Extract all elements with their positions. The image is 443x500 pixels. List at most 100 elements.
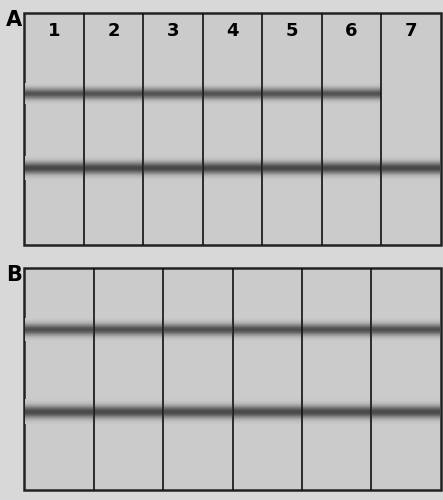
Bar xyxy=(144,89,202,90)
Bar xyxy=(263,93,321,94)
Bar xyxy=(25,174,83,175)
Bar xyxy=(84,103,143,104)
Bar xyxy=(372,422,440,423)
Bar xyxy=(203,96,262,97)
Bar xyxy=(372,404,440,405)
Bar xyxy=(263,98,321,100)
Bar xyxy=(303,327,371,328)
Bar xyxy=(25,159,83,160)
Bar xyxy=(25,334,93,335)
Bar xyxy=(94,423,163,424)
Bar xyxy=(25,338,93,340)
Bar xyxy=(372,400,440,401)
Bar xyxy=(233,329,302,330)
Bar xyxy=(233,327,302,328)
Bar xyxy=(25,90,83,92)
Bar xyxy=(25,331,93,332)
Bar xyxy=(372,338,440,340)
Bar xyxy=(25,405,93,406)
Bar xyxy=(144,163,202,164)
Bar xyxy=(144,158,202,159)
Bar xyxy=(322,160,381,161)
Bar xyxy=(84,93,143,94)
Bar xyxy=(163,322,232,323)
Bar xyxy=(94,332,163,333)
Bar xyxy=(163,408,232,409)
Bar xyxy=(144,91,202,92)
Bar xyxy=(25,157,83,158)
Bar xyxy=(322,83,381,84)
Bar xyxy=(25,177,83,178)
Bar xyxy=(25,335,93,336)
Bar xyxy=(233,411,302,412)
Bar xyxy=(203,98,262,99)
Bar xyxy=(263,101,321,102)
Bar xyxy=(25,330,93,331)
Bar xyxy=(25,337,93,338)
Bar xyxy=(84,94,143,95)
Bar xyxy=(25,102,83,103)
Bar xyxy=(322,101,381,102)
Bar xyxy=(233,421,302,422)
Bar xyxy=(25,328,93,329)
Bar xyxy=(163,423,232,424)
Bar xyxy=(303,414,371,415)
Bar xyxy=(25,320,93,321)
Bar xyxy=(322,165,381,166)
Bar xyxy=(144,102,202,103)
Bar xyxy=(372,405,440,406)
Bar xyxy=(372,320,440,321)
Bar xyxy=(25,331,93,332)
Bar xyxy=(303,410,371,411)
Bar xyxy=(163,413,232,414)
Bar xyxy=(233,409,302,410)
Bar xyxy=(144,97,202,98)
Bar xyxy=(84,96,143,97)
Bar xyxy=(94,320,163,321)
Bar xyxy=(84,101,143,102)
Bar xyxy=(203,162,262,163)
Bar xyxy=(25,166,83,167)
Bar xyxy=(263,87,321,88)
Bar xyxy=(25,168,83,169)
Bar xyxy=(25,336,93,337)
Bar xyxy=(322,89,381,90)
Bar xyxy=(25,404,93,405)
Bar xyxy=(203,164,262,166)
Bar xyxy=(94,328,163,329)
Bar xyxy=(25,156,83,157)
Bar xyxy=(25,420,93,422)
Bar xyxy=(263,91,321,92)
Bar xyxy=(94,324,163,325)
Bar xyxy=(203,90,262,92)
Bar xyxy=(322,85,381,86)
Bar xyxy=(372,408,440,409)
Bar xyxy=(25,334,93,335)
Bar xyxy=(303,420,371,421)
Bar xyxy=(372,406,440,407)
Bar xyxy=(303,336,371,337)
Bar xyxy=(322,86,381,87)
Bar xyxy=(322,162,381,163)
Bar xyxy=(203,88,262,89)
Bar xyxy=(25,327,93,328)
Bar xyxy=(84,159,143,160)
Bar xyxy=(84,84,143,85)
Bar xyxy=(94,321,163,322)
Bar xyxy=(25,92,83,93)
Bar xyxy=(144,88,202,89)
Bar xyxy=(25,88,83,89)
Bar xyxy=(94,410,163,411)
Bar xyxy=(322,171,381,172)
Bar xyxy=(25,95,83,96)
Bar xyxy=(94,400,163,401)
Bar xyxy=(303,337,371,338)
Bar xyxy=(263,178,321,179)
Bar xyxy=(372,405,440,406)
Bar xyxy=(203,89,262,90)
Bar xyxy=(263,96,321,97)
Bar xyxy=(25,87,83,88)
Bar xyxy=(84,163,143,164)
Bar xyxy=(203,178,262,179)
Bar xyxy=(322,176,381,177)
